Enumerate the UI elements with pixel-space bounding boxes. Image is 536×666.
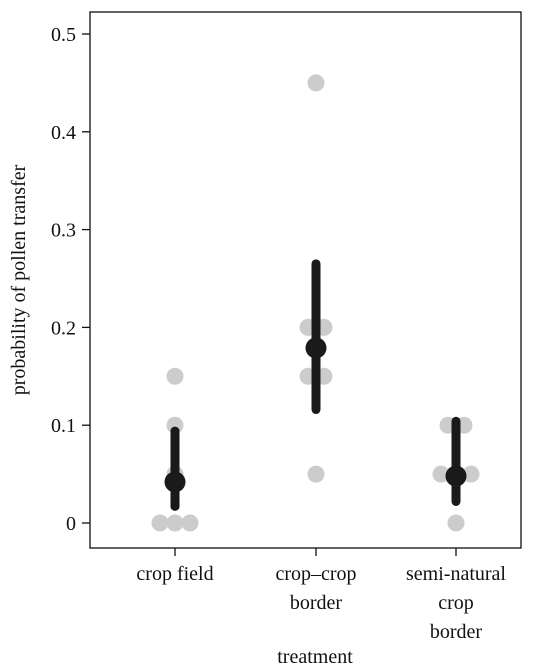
raw-point xyxy=(447,514,465,532)
mean-estimate xyxy=(445,465,467,487)
x-tick-label: semi-natural crop border xyxy=(406,563,506,643)
x-tick-label: crop field xyxy=(136,563,213,585)
y-tick-label: 0.2 xyxy=(51,317,76,339)
raw-point xyxy=(166,367,184,385)
y-tick-label: 0.4 xyxy=(51,122,76,144)
raw-point xyxy=(181,514,199,532)
y-axis-title: probability of pollen transfer xyxy=(8,164,30,395)
x-axis: crop field crop–crop border semi-natural cro… xyxy=(136,548,506,643)
mean-estimate xyxy=(164,471,186,493)
raw-point xyxy=(432,465,450,483)
estimates xyxy=(164,259,467,511)
raw-point xyxy=(166,416,184,434)
raw-point xyxy=(151,514,169,532)
y-axis: 0 0.1 0.2 0.3 0.4 0.5 xyxy=(51,24,90,535)
plot-frame xyxy=(89,11,522,549)
y-tick-label: 0.5 xyxy=(51,24,76,46)
x-axis-title: treatment xyxy=(277,646,353,666)
raw-point xyxy=(166,514,184,532)
raw-point xyxy=(462,465,480,483)
mean-estimate xyxy=(305,337,327,359)
raw-point xyxy=(307,74,325,92)
x-tick-label: crop–crop border xyxy=(275,563,356,614)
raw-point xyxy=(307,465,325,483)
y-tick-label: 0.3 xyxy=(51,220,76,242)
y-tick-label: 0.1 xyxy=(51,415,76,437)
y-tick-label: 0 xyxy=(66,513,76,535)
